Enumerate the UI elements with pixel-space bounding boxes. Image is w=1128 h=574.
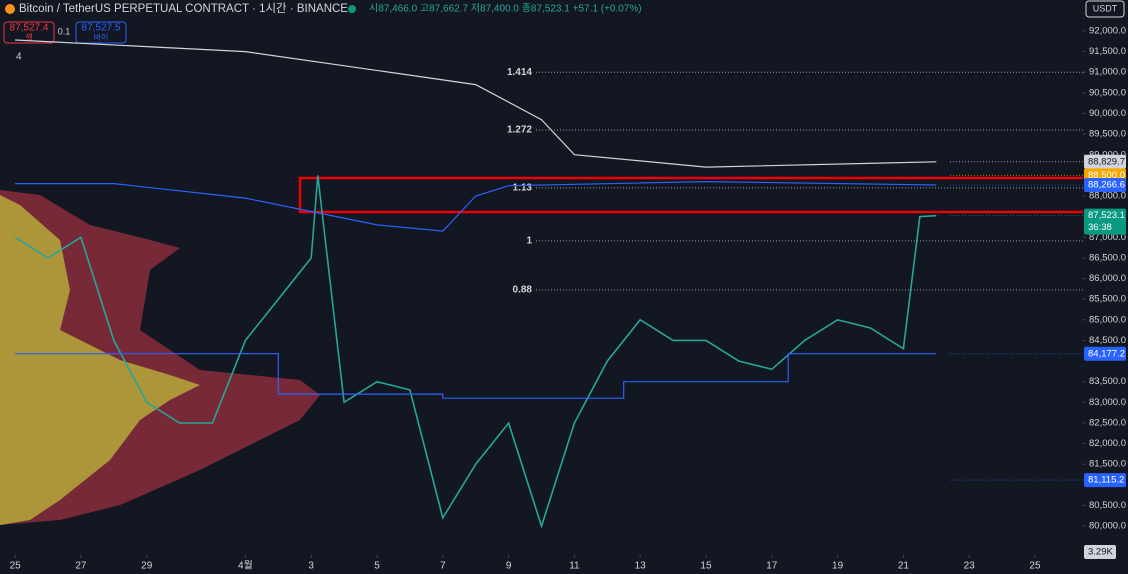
- x-tick-label: 5: [374, 561, 380, 572]
- fib-label: 1.13: [513, 183, 533, 194]
- series-line: [15, 353, 937, 399]
- series-line: [15, 180, 937, 232]
- ohlc: 시87,466.0 고87,662.7 저87,400.0 종87,523.1 …: [369, 3, 642, 15]
- header: Bitcoin / TetherUS PERPETUAL CONTRACT · …: [3, 0, 1125, 63]
- price-tag: [1084, 346, 1126, 361]
- price-tag-label: 88,500.0: [1088, 170, 1125, 181]
- x-tick-label: 13: [635, 561, 647, 572]
- price-tag: [1084, 208, 1126, 235]
- highlight-box: [298, 176, 1128, 214]
- y-tick-label: 82,000.0: [1089, 438, 1126, 449]
- buy-label: 바이: [94, 32, 109, 42]
- price-tag-label: 88,829.7: [1088, 156, 1125, 167]
- x-tick-label: 21: [898, 561, 910, 572]
- x-tick-label: 19: [832, 561, 844, 572]
- y-tick-label: 89,000.0: [1089, 149, 1126, 160]
- buy-price: 87,527.5: [82, 23, 121, 34]
- sell-label: 셀: [25, 32, 32, 42]
- fib-label: 0.88: [513, 285, 533, 296]
- price-axis: [1083, 0, 1128, 574]
- price-tag-label: 81,115.2: [1088, 475, 1124, 486]
- x-tick-label: 4월: [238, 560, 253, 572]
- volume-tag: [1084, 545, 1116, 559]
- y-tick-label: 92,000.0: [1089, 25, 1126, 36]
- buy-button[interactable]: [75, 21, 127, 44]
- price-tag-label: 84,177.2: [1088, 348, 1125, 359]
- x-tick-label: 27: [75, 561, 87, 572]
- price-tag-label: 88,266.6: [1088, 180, 1125, 191]
- price-tag: [1084, 473, 1126, 488]
- y-tick-label: 83,500.0: [1089, 376, 1126, 387]
- price-tag: [1084, 178, 1126, 193]
- y-tick-label: 87,000.0: [1089, 232, 1126, 243]
- x-tick-label: 23: [964, 561, 976, 572]
- price-tag: [1084, 154, 1126, 169]
- price-tag-label: 87,523.1: [1088, 210, 1125, 221]
- x-tick-label: 17: [766, 561, 778, 572]
- currency-button[interactable]: [1085, 0, 1125, 18]
- y-tick-label: 80,000.0: [1089, 521, 1126, 532]
- x-tick-label: 7: [440, 561, 446, 572]
- volume-profile: [0, 190, 320, 525]
- y-tick-label: 91,500.0: [1089, 46, 1126, 57]
- indicator-count[interactable]: 4: [16, 52, 22, 63]
- x-tick-label: 3: [308, 561, 314, 572]
- coin-icon: [5, 4, 15, 14]
- countdown: 36:38: [1088, 222, 1112, 233]
- x-tick-label: 11: [569, 561, 580, 572]
- sell-button[interactable]: [3, 21, 55, 44]
- y-tick-label: 85,500.0: [1089, 294, 1126, 305]
- series-line: [15, 39, 937, 168]
- x-tick-label: 29: [141, 561, 153, 572]
- y-tick-label: 89,500.0: [1089, 129, 1126, 140]
- y-tick-label: 85,000.0: [1089, 314, 1126, 325]
- y-tick-label: 86,500.0: [1089, 252, 1126, 263]
- volume-label: 3.29K: [1088, 547, 1113, 558]
- currency: USDT: [1093, 3, 1118, 13]
- series-line: [14, 175, 937, 529]
- status-dot: [348, 5, 356, 13]
- y-tick-label: 82,500.0: [1089, 417, 1126, 428]
- y-tick-label: 81,500.0: [1089, 459, 1126, 470]
- sell-price: 87,527.4: [10, 23, 49, 34]
- y-tick-label: 91,000.0: [1089, 67, 1126, 78]
- x-tick-label: 25: [10, 561, 22, 572]
- y-tick-label: 90,000.0: [1089, 108, 1126, 119]
- x-tick-label: 9: [506, 561, 512, 572]
- y-tick-label: 90,500.0: [1089, 87, 1126, 98]
- y-tick-label: 84,500.0: [1089, 335, 1126, 346]
- y-tick-label: 88,000.0: [1089, 191, 1126, 202]
- y-tick-label: 86,000.0: [1089, 273, 1126, 284]
- y-tick-label: 80,500.0: [1089, 500, 1126, 511]
- fib-label: 1: [526, 236, 532, 247]
- y-tick-label: 83,000.0: [1089, 397, 1126, 408]
- fib-label: 1.272: [507, 125, 532, 136]
- x-tick-label: 15: [700, 561, 712, 572]
- symbol: Bitcoin / TetherUS PERPETUAL CONTRACT · …: [19, 2, 348, 15]
- spread: 0.1: [58, 26, 71, 36]
- fib-label: 1.414: [507, 67, 532, 78]
- profile-yellow: [0, 195, 200, 525]
- x-tick-label: 25: [1029, 561, 1041, 572]
